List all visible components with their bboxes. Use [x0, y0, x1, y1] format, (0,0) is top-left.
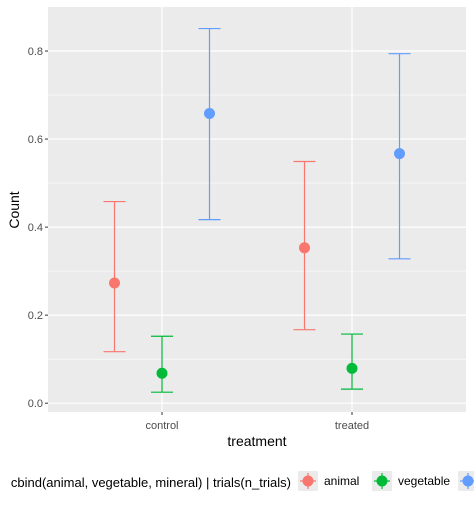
y-tick-label: 0.6 [28, 134, 43, 146]
error-bar-vegetable [341, 333, 363, 390]
y-tick-label: 0.2 [28, 310, 43, 322]
error-bar-mineral [198, 27, 221, 221]
x-axis-title: treatment [227, 433, 286, 449]
point-mineral [394, 148, 405, 160]
y-tick-label: 0.4 [28, 222, 43, 234]
x-tick-label: control [145, 420, 178, 432]
plot-panel [48, 7, 466, 412]
data-points [109, 108, 405, 379]
point-mineral [204, 108, 215, 120]
y-tick-label: 0.8 [28, 46, 43, 58]
point-animal [109, 277, 120, 289]
point-animal [299, 242, 310, 254]
y-axis: 0.0 0.2 0.4 0.6 0.8 [28, 46, 48, 410]
x-axis: control treated [145, 412, 369, 432]
y-tick-label: 0.0 [28, 398, 43, 410]
y-axis-title: Count [6, 191, 22, 228]
legend-title: cbind(animal, vegetable, mineral) | tria… [11, 475, 291, 490]
legend-label-animal: animal [324, 474, 359, 488]
error-bar-animal [103, 200, 126, 353]
x-tick-label: treated [335, 420, 369, 432]
point-vegetable [156, 367, 168, 379]
legend-key-animal: animal [298, 471, 359, 491]
legend: cbind(animal, vegetable, mineral) | tria… [11, 471, 474, 491]
legend-key-vegetable: vegetable [372, 471, 450, 491]
point-vegetable [346, 362, 358, 374]
grid-minor [48, 94, 466, 360]
error-bar-vegetable [151, 335, 173, 393]
legend-key-mineral [458, 471, 474, 491]
legend-label-vegetable: vegetable [398, 474, 450, 488]
